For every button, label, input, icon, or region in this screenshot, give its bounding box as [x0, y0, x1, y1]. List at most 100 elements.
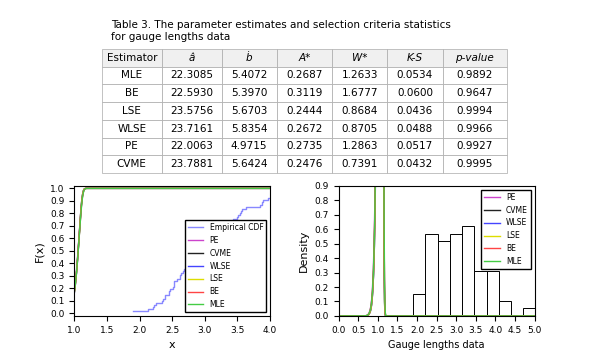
WLSE — [165, 186, 172, 191]
PE — [336, 314, 343, 318]
Line: LSE: LSE — [339, 0, 535, 316]
LSE — [164, 186, 171, 191]
MLE — [263, 186, 270, 191]
Legend: PE, CVME, WLSE, LSE, BE, MLE: PE, CVME, WLSE, LSE, BE, MLE — [481, 190, 531, 269]
BE — [429, 314, 437, 318]
CVME — [164, 186, 171, 191]
Bar — [450, 234, 462, 316]
BE — [71, 290, 78, 294]
CVME — [87, 186, 94, 191]
LSE — [267, 186, 274, 191]
Bar — [438, 241, 450, 316]
LSE — [442, 314, 449, 318]
Empirical CDF — [217, 235, 224, 239]
WLSE — [87, 186, 94, 191]
LSE — [177, 186, 184, 191]
LSE — [188, 186, 195, 191]
CVME — [391, 314, 399, 318]
CVME — [442, 314, 449, 318]
MLE — [429, 314, 437, 318]
BE — [188, 186, 195, 191]
MLE — [336, 314, 343, 318]
BE — [164, 186, 171, 191]
Text: Table 3. The parameter estimates and selection criteria statistics
for gauge len: Table 3. The parameter estimates and sel… — [111, 20, 451, 42]
Line: CVME: CVME — [339, 0, 535, 316]
WLSE — [336, 314, 343, 318]
Empirical CDF — [173, 277, 181, 281]
CVME — [430, 314, 437, 318]
Line: LSE: LSE — [74, 189, 270, 293]
LSE — [87, 186, 94, 191]
WLSE — [429, 314, 437, 318]
CVME — [263, 186, 270, 191]
BE — [263, 186, 270, 191]
CVME — [527, 314, 534, 318]
Empirical CDF — [292, 188, 299, 192]
CVME — [267, 186, 274, 191]
BE — [453, 314, 460, 318]
MLE — [393, 314, 400, 318]
Line: CVME: CVME — [74, 189, 270, 293]
MLE — [497, 314, 504, 318]
LSE — [336, 314, 343, 318]
CVME — [188, 186, 195, 191]
MLE — [453, 314, 460, 318]
WLSE — [164, 186, 171, 191]
Bar — [413, 294, 425, 316]
BE — [89, 186, 96, 191]
WLSE — [497, 314, 504, 318]
Line: PE: PE — [339, 0, 535, 316]
BE — [442, 314, 449, 318]
PE — [393, 314, 400, 318]
PE — [177, 186, 184, 191]
LSE — [527, 314, 534, 318]
WLSE — [71, 291, 78, 296]
MLE — [267, 186, 274, 191]
PE — [429, 314, 437, 318]
WLSE — [263, 186, 270, 191]
PE — [527, 314, 534, 318]
X-axis label: Gauge lengths data: Gauge lengths data — [388, 340, 485, 350]
MLE — [430, 314, 437, 318]
CVME — [453, 314, 460, 318]
MLE — [527, 314, 534, 318]
Line: Empirical CDF: Empirical CDF — [133, 189, 337, 311]
Line: WLSE: WLSE — [339, 0, 535, 316]
Bar — [499, 301, 511, 316]
Line: PE: PE — [74, 189, 270, 291]
Line: MLE: MLE — [74, 189, 270, 292]
PE — [71, 289, 78, 293]
PE — [232, 186, 239, 191]
PE — [164, 186, 171, 191]
CVME — [232, 186, 239, 191]
MLE — [531, 314, 538, 318]
LSE — [165, 186, 172, 191]
WLSE — [531, 314, 538, 318]
CVME — [177, 186, 184, 191]
WLSE — [232, 186, 239, 191]
LSE — [232, 186, 239, 191]
Bar — [523, 308, 535, 316]
LSE — [453, 314, 460, 318]
MLE — [164, 186, 171, 191]
Bar — [486, 271, 499, 316]
Line: WLSE: WLSE — [74, 189, 270, 294]
CVME — [531, 314, 538, 318]
WLSE — [442, 314, 449, 318]
Line: BE: BE — [74, 189, 270, 292]
PE — [430, 314, 437, 318]
BE — [165, 186, 172, 191]
MLE — [442, 314, 449, 318]
Empirical CDF — [129, 309, 137, 313]
MLE — [177, 186, 184, 191]
PE — [531, 314, 538, 318]
BE — [392, 314, 399, 318]
Empirical CDF — [333, 186, 340, 191]
X-axis label: x: x — [169, 340, 175, 350]
LSE — [429, 314, 437, 318]
PE — [263, 186, 270, 191]
WLSE — [453, 314, 460, 318]
Empirical CDF — [257, 202, 264, 207]
WLSE — [267, 186, 274, 191]
Y-axis label: F(x): F(x) — [34, 240, 45, 262]
